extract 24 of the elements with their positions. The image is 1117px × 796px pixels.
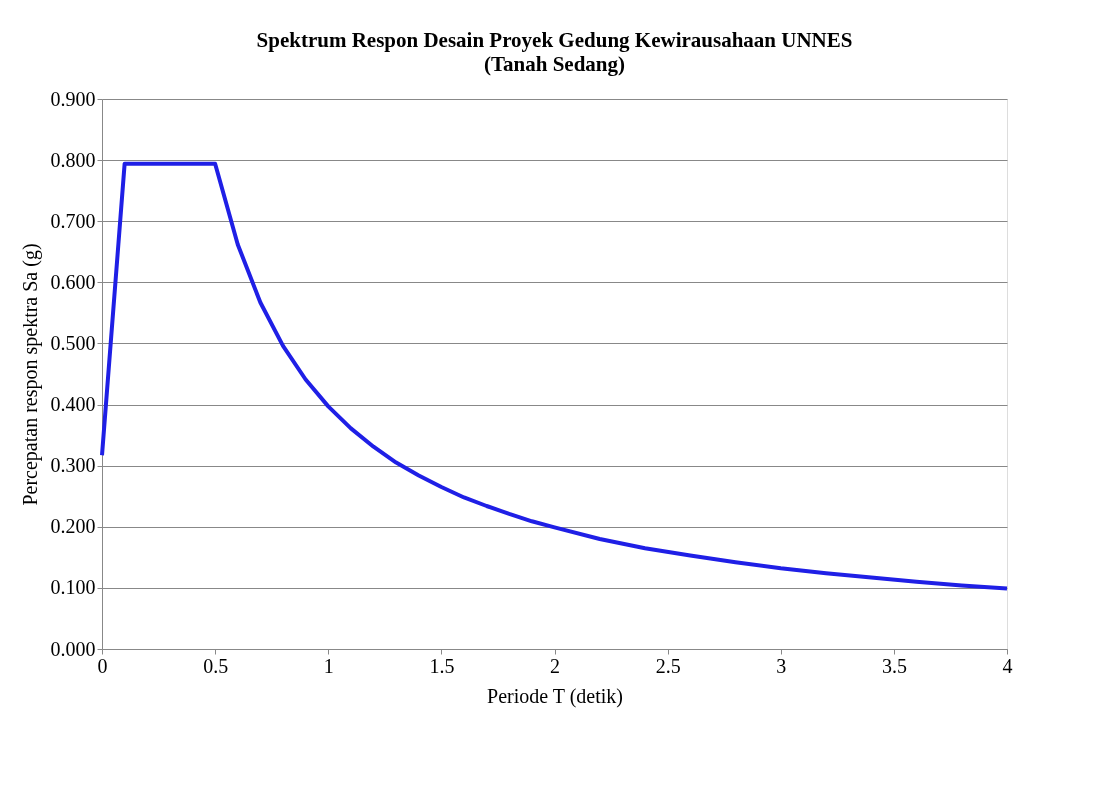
x-tick-label: 3	[776, 654, 787, 677]
line-series	[100, 161, 1009, 591]
x-tick-label: 4	[1002, 654, 1013, 677]
x-tick-label: 2	[550, 654, 560, 677]
chart-subtitle: (Tanah Sedang)	[483, 52, 626, 76]
x-tick-label: 1.5	[429, 654, 455, 677]
x-tick-label: 1	[323, 654, 334, 677]
y-tick-label: 0.100	[50, 576, 96, 599]
x-tick-label: 0.5	[203, 654, 229, 677]
y-tick-label: 0.200	[50, 515, 96, 538]
x-tick-label: 3.5	[881, 654, 907, 677]
x-axis-title: Periode T (detik)	[487, 684, 623, 708]
x-tick-label: 2.5	[655, 654, 681, 677]
y-tick-label: 0.800	[50, 148, 96, 171]
y-tick-label: 0.000	[50, 637, 96, 660]
y-axis-title: Percepatan respon spektra Sa (g)	[18, 243, 42, 506]
y-tick-label: 0.300	[50, 454, 96, 477]
x-tick-label: 0	[97, 654, 108, 677]
y-tick-label: 0.500	[50, 331, 96, 354]
y-tick-label: 0.600	[50, 270, 96, 293]
y-tick-label: 0.900	[50, 87, 96, 110]
chart-title: Spektrum Respon Desain Proyek Gedung Kewirausahaan UNNES	[256, 28, 853, 52]
y-tick-label: 0.400	[50, 393, 96, 416]
y-tick-label: 0.700	[50, 209, 96, 232]
